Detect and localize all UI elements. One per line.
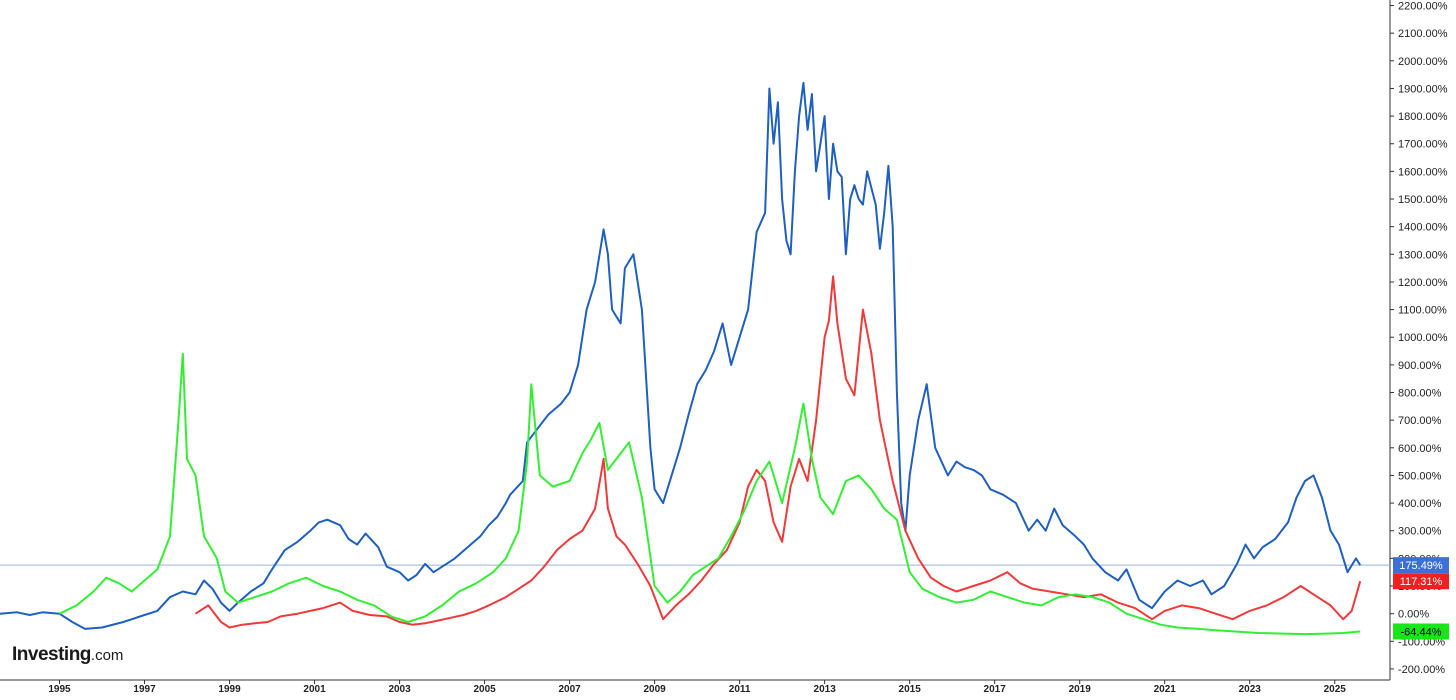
x-tick-label: 2001	[303, 684, 326, 695]
y-tick-label: 1300.00%	[1398, 249, 1448, 261]
y-tick-label: 1900.00%	[1398, 83, 1448, 95]
x-tick-label: 2015	[899, 684, 922, 695]
last-value-label: 117.31%	[1400, 576, 1443, 588]
y-tick-label: 700.00%	[1398, 415, 1442, 427]
y-tick-label: 0.00%	[1398, 609, 1429, 621]
y-tick-label: 800.00%	[1398, 388, 1442, 400]
last-value-badge	[1393, 623, 1449, 640]
y-tick-label: 1600.00%	[1398, 166, 1448, 178]
x-tick-label: 1995	[48, 684, 71, 695]
investing-logo[interactable]: Investing.com	[12, 644, 123, 666]
x-tick-label: 2013	[814, 684, 837, 695]
last-value-badge	[1393, 557, 1449, 574]
x-tick-label: 2019	[1069, 684, 1092, 695]
x-tick-label: 2003	[388, 684, 411, 695]
x-tick-label: 2023	[1239, 684, 1262, 695]
y-tick-label: 2000.00%	[1398, 56, 1448, 68]
x-tick-label: 2017	[984, 684, 1007, 695]
y-tick-label: 1000.00%	[1398, 332, 1448, 344]
series-line-1	[194, 275, 1362, 629]
y-tick-label: 600.00%	[1398, 443, 1442, 455]
y-tick-label: 2200.00%	[1398, 1, 1448, 13]
y-tick-label: -200.00%	[1398, 664, 1445, 676]
x-tick-label: 2007	[558, 684, 581, 695]
last-value-badge	[1393, 573, 1449, 590]
y-tick-label: 1100.00%	[1398, 305, 1447, 317]
series-line-2	[59, 352, 1361, 636]
logo-tld-text: .com	[90, 647, 124, 664]
y-tick-label: 2100.00%	[1398, 28, 1448, 40]
y-tick-label: 1200.00%	[1398, 277, 1448, 289]
y-tick-label: 500.00%	[1398, 470, 1442, 482]
y-tick-label: 1700.00%	[1398, 139, 1448, 151]
y-tick-label: 1800.00%	[1398, 111, 1448, 123]
x-tick-label: 1997	[133, 684, 156, 695]
logo-brand-text: Investing	[12, 644, 91, 665]
last-value-label: 175.49%	[1399, 560, 1443, 572]
last-value-label: -64.44%	[1401, 626, 1442, 638]
x-tick-label: 2011	[729, 684, 751, 695]
y-tick-label: 1500.00%	[1398, 194, 1448, 206]
y-tick-label: 300.00%	[1398, 526, 1442, 538]
series-line-0	[0, 81, 1362, 630]
y-tick-label: 1400.00%	[1398, 222, 1448, 234]
y-tick-label: 400.00%	[1398, 498, 1442, 510]
x-tick-label: 1999	[218, 684, 241, 695]
y-tick-label: 900.00%	[1398, 360, 1442, 372]
x-tick-label: 2025	[1324, 684, 1347, 695]
x-tick-label: 2021	[1154, 684, 1177, 695]
x-tick-label: 2005	[473, 684, 496, 695]
x-tick-label: 2009	[643, 684, 666, 695]
